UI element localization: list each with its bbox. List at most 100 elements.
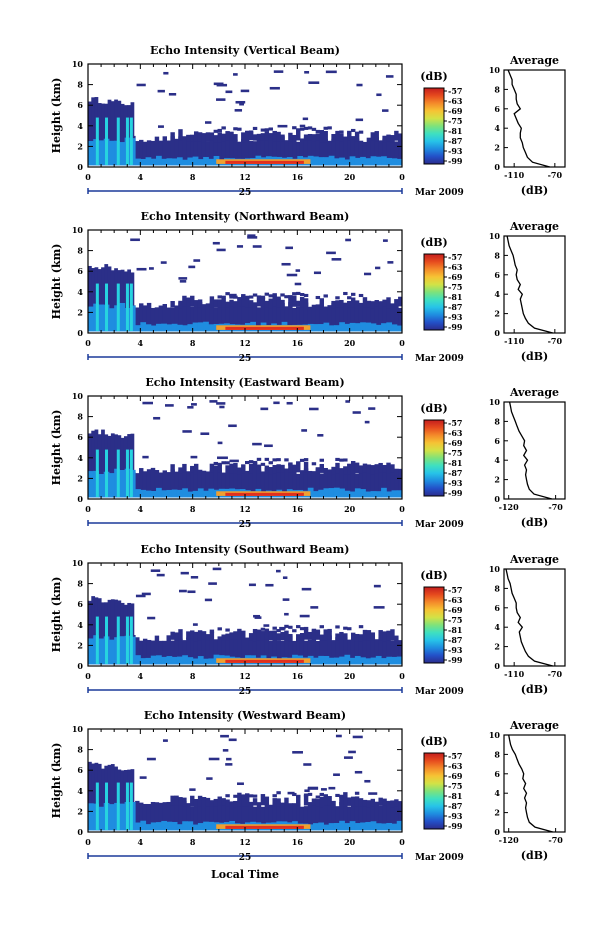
heatmap-layer (88, 400, 402, 498)
y-tick-label: 0 (77, 162, 83, 172)
echo-cell (233, 127, 238, 131)
echo-cell (264, 300, 270, 308)
echo-cell-mid (344, 654, 351, 665)
echo-cell (254, 616, 262, 619)
echo-cell-mid (375, 324, 382, 332)
echo-cell (225, 465, 230, 474)
average-x-tick-label: -110 (504, 669, 524, 679)
echo-cell (335, 462, 340, 474)
echo-cell (343, 633, 348, 640)
echo-cell-mid (386, 491, 393, 498)
echo-cell (264, 304, 270, 330)
echo-cell-mid (328, 155, 335, 166)
echo-cell (182, 295, 187, 307)
echo-cell-mid (156, 155, 162, 166)
echo-cell (239, 102, 245, 106)
colorbar-tick-label: -81 (448, 458, 462, 468)
echo-cell (358, 634, 364, 642)
y-tick-label: 10 (72, 391, 84, 401)
average-y-tick-label: 6 (494, 436, 500, 446)
echo-cell (282, 598, 290, 601)
y-tick-label: 2 (77, 640, 83, 650)
echo-cell (284, 140, 289, 164)
echo-cell (311, 304, 317, 330)
echo-cell-mid (339, 820, 345, 831)
echo-cell (260, 462, 266, 466)
average-title: Average (509, 54, 559, 67)
echo-cell (303, 134, 309, 141)
echo-cell (139, 640, 144, 663)
echo-cell (158, 305, 164, 330)
echo-cell (147, 616, 156, 620)
echo-cell (241, 464, 246, 474)
echo-cell (190, 455, 198, 459)
colorbar-unit: (dB) (420, 402, 447, 415)
echo-cell-mid (135, 158, 141, 166)
echo-cell-mid (145, 324, 152, 332)
echo-cell (209, 302, 215, 330)
echo-cell-mid (328, 325, 335, 332)
echo-cell (127, 602, 132, 663)
echo-cell (331, 640, 336, 663)
echo-cell (174, 471, 179, 496)
echo-cell (398, 133, 402, 142)
echo-cell (307, 306, 313, 330)
echo-cell (319, 132, 324, 143)
echo-cell-mid (182, 325, 188, 332)
echo-cell (323, 294, 328, 298)
y-tick-label: 10 (72, 59, 84, 69)
echo-cell (101, 429, 105, 496)
echo-cell (382, 239, 388, 242)
echo-cell (315, 629, 321, 633)
echo-cell-mid (354, 823, 361, 831)
echo-cell (386, 297, 391, 309)
echo-cell (146, 469, 152, 496)
echo-cell (347, 463, 352, 475)
echo-streak (116, 449, 120, 497)
echo-cell (186, 136, 191, 164)
echo-cell-mid (197, 656, 204, 665)
echo-cell (193, 469, 199, 496)
echo-cell (142, 455, 149, 459)
echo-cell-mid (313, 491, 319, 498)
echo-cell (229, 632, 234, 640)
echo-cell (88, 600, 92, 663)
echo-cell (315, 133, 321, 141)
echo-cell (268, 804, 273, 829)
y-tick-label: 2 (77, 806, 83, 816)
echo-cell-mid (333, 158, 340, 166)
echo-cell (178, 136, 183, 164)
echo-cell (209, 136, 215, 164)
echo-cell (233, 134, 238, 141)
echo-cell (382, 138, 387, 164)
echo-cell (228, 424, 237, 428)
echo-cell (256, 629, 262, 633)
echo-cell (339, 468, 344, 496)
echo-cell (375, 266, 381, 270)
echo-cell (358, 130, 364, 134)
average-y-tick-label: 8 (494, 250, 500, 260)
echo-cell (268, 133, 273, 141)
echo-cell (252, 628, 258, 633)
y-tick-label: 6 (77, 432, 83, 442)
echo-cell (311, 127, 317, 131)
echo-cell-mid (349, 657, 356, 665)
echo-cell-mid (339, 656, 345, 665)
echo-streak (95, 616, 99, 664)
echo-cell-mid (370, 156, 377, 166)
echo-cell-mid (108, 308, 115, 332)
echo-cell (190, 638, 195, 663)
echo-cell (186, 471, 191, 496)
echo-cell (264, 796, 270, 806)
echo-cell (197, 299, 203, 308)
echo-cell-mid (307, 155, 314, 166)
echo-cell-mid (108, 140, 115, 166)
echo-cell (213, 461, 219, 466)
x-tick-label: 0 (399, 172, 405, 182)
echo-cell (221, 472, 226, 496)
echo-cell (303, 458, 309, 462)
echo-cell-mid (140, 322, 147, 332)
echo-cell (280, 469, 285, 496)
echo-cell (229, 293, 237, 297)
echo-cell-mid (386, 656, 393, 665)
